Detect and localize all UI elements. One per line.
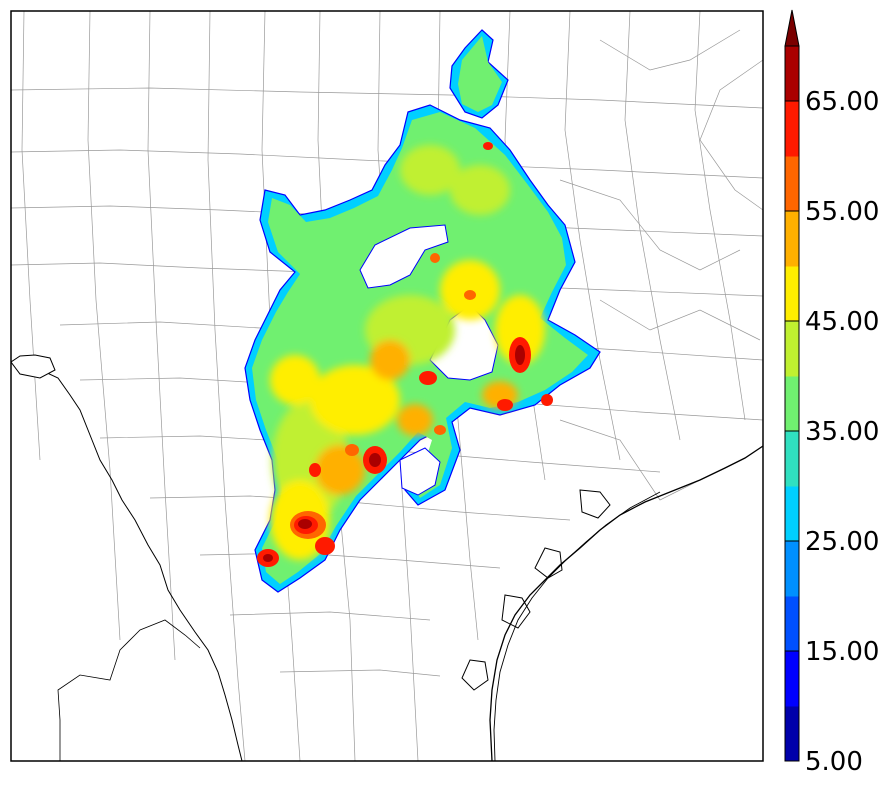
precip-intense-cells	[257, 142, 553, 567]
colorbar-tick-label: 25.00	[805, 527, 879, 557]
bay-outline-4	[461, 659, 489, 691]
river-border-line	[11, 359, 243, 761]
colorbar-segment	[785, 651, 799, 707]
colorbar-segment	[785, 376, 799, 432]
barrier-island-line	[493, 491, 661, 761]
colorbar-tick-label: 15.00	[805, 637, 879, 667]
colorbar-tick-label: 5.00	[805, 747, 863, 777]
bay-outline-3	[501, 594, 531, 629]
colorbar-tick-label: 35.00	[805, 417, 879, 447]
precip-gap-west	[359, 224, 449, 289]
bay-outline-1	[579, 489, 611, 519]
colorbar-segment	[785, 321, 799, 377]
colorbar-segment	[785, 431, 799, 487]
map-frame	[10, 10, 764, 762]
map-area	[11, 11, 763, 761]
mexico-state-line	[57, 619, 201, 761]
colorbar-segment	[785, 486, 799, 542]
precip-gap-south	[399, 447, 441, 496]
bay-outline-2	[534, 547, 563, 579]
colorbar-segment	[785, 101, 799, 157]
colorbar-segment	[785, 156, 799, 212]
colorbar-segment	[785, 211, 799, 267]
colorbar-tick-label: 65.00	[805, 87, 879, 117]
colorbar: 5.00 15.00 25.00 35.00 45.00 55.00 65.00	[784, 9, 879, 777]
colorbar-tick-label: 45.00	[805, 307, 879, 337]
colorbar-segment	[785, 596, 799, 652]
county-boundaries	[11, 11, 763, 761]
colorbar-extend-arrow	[784, 9, 800, 47]
colorbar-segment	[785, 706, 799, 762]
reservoir-shape	[11, 354, 56, 379]
precip-field	[244, 29, 601, 593]
colorbar-segment	[785, 541, 799, 597]
colorbar-segment	[785, 46, 799, 102]
colorbar-tick-label: 55.00	[805, 197, 879, 227]
precip-cores	[270, 145, 545, 560]
colorbar-segment	[785, 266, 799, 322]
